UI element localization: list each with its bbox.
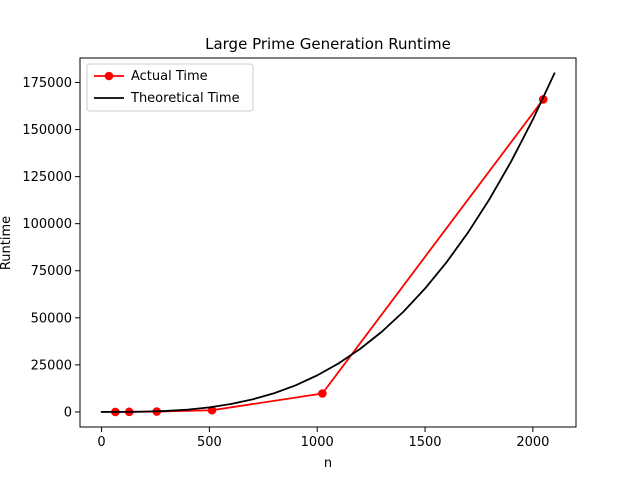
series-line-actual: [114, 98, 545, 413]
legend: Actual Time Theoretical Time: [86, 63, 254, 112]
legend-marker-actual: [104, 71, 114, 81]
y-tick-label: 100000: [22, 217, 72, 232]
y-tick-label: 150000: [22, 123, 72, 138]
legend-box: [86, 63, 254, 112]
y-axis: 0 25000 50000 75000 100000 125000 150000 175000: [22, 76, 80, 420]
series-layer: [100, 72, 556, 417]
y-tick-label: 75000: [31, 264, 72, 279]
y-tick-label: 125000: [22, 170, 72, 185]
plot-frame: [79, 57, 577, 428]
plot-area: [100, 72, 556, 417]
y-tick-label: 50000: [31, 311, 72, 326]
chart-title: Large Prime Generation Runtime: [205, 35, 451, 53]
y-tick-label: 175000: [22, 76, 72, 91]
y-axis-label: Runtime: [0, 216, 14, 270]
x-axis-label: n: [324, 456, 332, 471]
series-line-theoretical: [100, 72, 556, 413]
x-axis: 0 500 1000 1500 2000: [97, 427, 549, 450]
x-tick-label: 0: [97, 435, 105, 450]
x-tick-label: 1000: [301, 435, 334, 450]
legend-item-theoretical: Theoretical Time: [94, 91, 240, 106]
x-tick-label: 1500: [408, 435, 441, 450]
x-tick-label: 2000: [516, 435, 549, 450]
y-tick-label: 0: [64, 405, 72, 420]
x-tick-label: 500: [197, 435, 222, 450]
legend-label-theoretical: Theoretical Time: [130, 91, 240, 106]
legend-item-actual: Actual Time: [94, 69, 208, 84]
data-point-actual: [318, 389, 327, 398]
y-tick-label: 25000: [31, 358, 72, 373]
legend-label-actual: Actual Time: [131, 69, 208, 84]
